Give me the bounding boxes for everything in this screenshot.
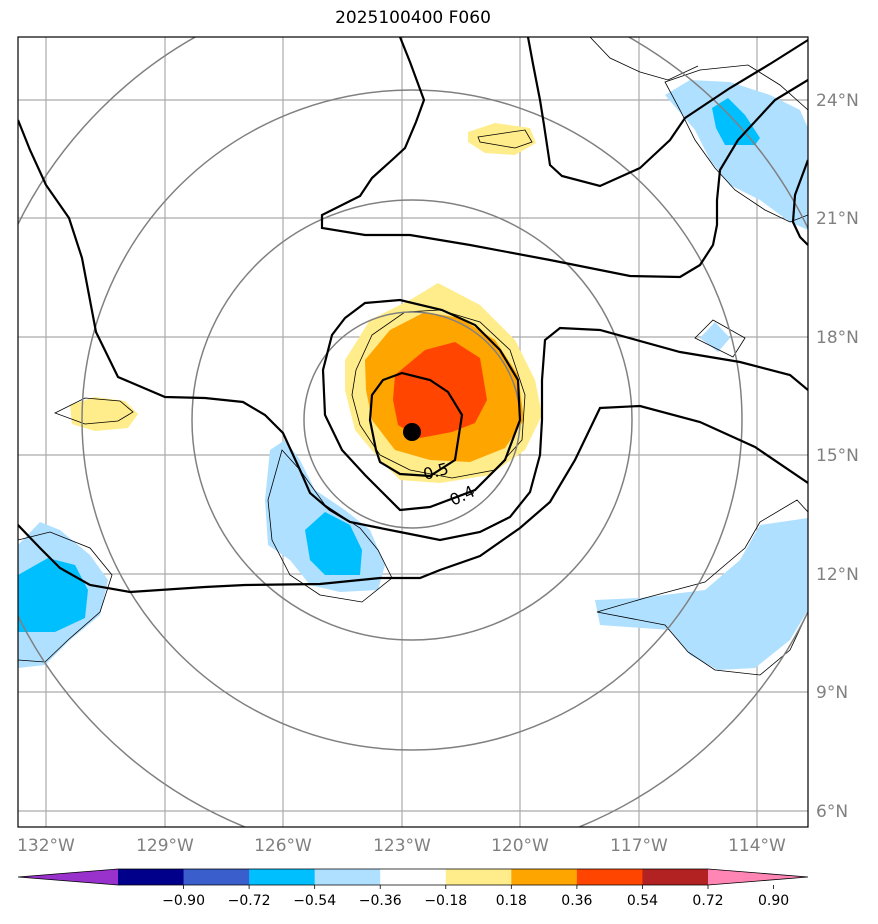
lat-label: 15°N bbox=[816, 446, 859, 466]
thin-contours bbox=[18, 37, 808, 676]
lat-label: 12°N bbox=[816, 565, 859, 585]
lat-label: 6°N bbox=[816, 802, 848, 822]
colorbar-tick-label: −0.72 bbox=[228, 893, 271, 909]
colorbar-tick-label: 0.90 bbox=[758, 893, 789, 909]
lat-label: 9°N bbox=[816, 683, 848, 703]
colorbar-segment bbox=[314, 869, 381, 885]
colorbar-segment bbox=[249, 869, 316, 885]
colorbar-tick-label: −0.36 bbox=[359, 893, 402, 909]
colorbar-extend-max bbox=[708, 869, 808, 885]
lon-label: 117°W bbox=[610, 836, 668, 856]
map-content: 0.5 0.4 bbox=[18, 37, 808, 827]
colorbar-tick-label: −0.90 bbox=[162, 893, 205, 909]
thick-contours bbox=[18, 37, 808, 594]
positive-fills bbox=[70, 123, 542, 483]
lon-axis: 132°W 129°W 126°W 123°W 120°W 117°W 114°… bbox=[17, 836, 786, 856]
colorbar-tick-label: 0.54 bbox=[627, 893, 658, 909]
colorbar-segment bbox=[380, 869, 447, 885]
colorbar-extend-min bbox=[18, 869, 118, 885]
map-frame bbox=[17, 36, 809, 828]
storm-center-marker bbox=[403, 423, 421, 441]
lon-label: 126°W bbox=[254, 836, 312, 856]
colorbar-tick-label: 0.18 bbox=[496, 893, 527, 909]
lat-axis: 24°N 21°N 18°N 15°N 12°N 9°N 6°N bbox=[816, 91, 859, 822]
colorbar-tick-label: −0.18 bbox=[424, 893, 467, 909]
colorbar-segment bbox=[511, 869, 578, 885]
colorbar-segment bbox=[576, 869, 643, 885]
colorbar-segment bbox=[118, 869, 185, 885]
colorbar-tick-label: 0.36 bbox=[561, 893, 592, 909]
colorbar-tick-label: 0.72 bbox=[692, 893, 723, 909]
lat-label: 18°N bbox=[816, 328, 859, 348]
colorbar-segment bbox=[183, 869, 250, 885]
lon-label: 129°W bbox=[136, 836, 194, 856]
lat-label: 21°N bbox=[816, 209, 859, 229]
colorbar-tick-label: −0.54 bbox=[293, 893, 336, 909]
colorbar-segment bbox=[445, 869, 512, 885]
map-title: 2025100400 F060 bbox=[335, 8, 491, 28]
lat-label: 24°N bbox=[816, 91, 859, 111]
lon-label: 132°W bbox=[17, 836, 75, 856]
lon-label: 114°W bbox=[728, 836, 786, 856]
lon-label: 123°W bbox=[373, 836, 431, 856]
colorbar: −0.90 −0.72 −0.54 −0.36 −0.18 0.18 0.36 0.54 0.7… bbox=[17, 868, 809, 909]
negative-fills bbox=[18, 80, 808, 670]
lon-label: 120°W bbox=[491, 836, 549, 856]
colorbar-segment bbox=[642, 869, 709, 885]
colorbar-outline bbox=[17, 868, 809, 886]
